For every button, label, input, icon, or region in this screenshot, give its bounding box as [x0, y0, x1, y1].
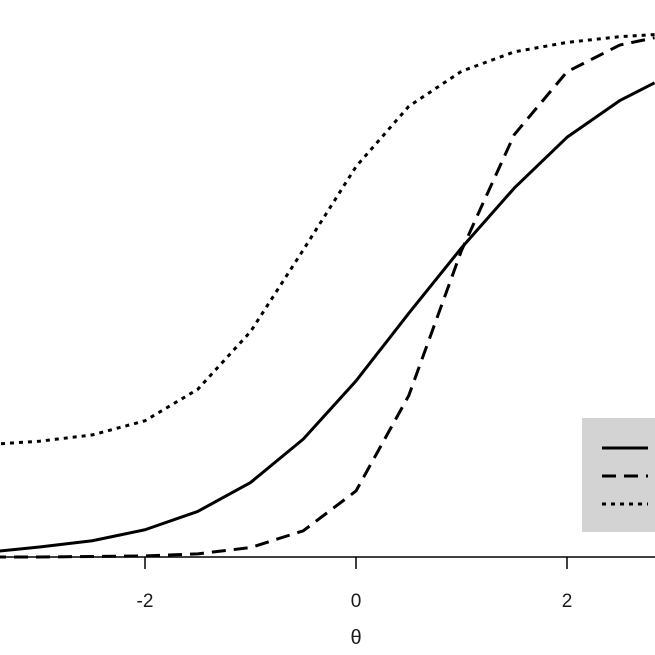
- x-axis: -2 0 2: [0, 556, 655, 612]
- legend-background: [582, 418, 655, 532]
- x-tick-label: 2: [562, 591, 573, 612]
- series-line-dashed: [0, 36, 655, 559]
- x-tick-label: 0: [351, 591, 362, 612]
- x-tick-label: -2: [137, 591, 154, 612]
- legend: [582, 418, 655, 532]
- series-layer: [0, 33, 655, 559]
- series-line-solid: [0, 81, 655, 553]
- x-axis-title: θ: [350, 627, 361, 649]
- series-line-dotted: [0, 33, 655, 446]
